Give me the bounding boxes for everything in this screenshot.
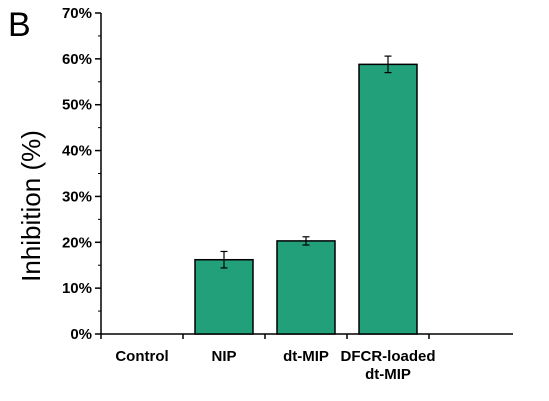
y-tick-label: 10%	[62, 280, 92, 297]
y-tick-label: 40%	[62, 143, 92, 160]
x-tick-label: dt-MIP	[283, 348, 329, 365]
bar	[358, 63, 418, 335]
panel-label: B	[8, 6, 31, 44]
bar	[276, 240, 336, 335]
y-tick-label: 60%	[62, 51, 92, 68]
y-tick-label: 20%	[62, 234, 92, 251]
y-tick-label: 0%	[70, 326, 92, 343]
y-axis-label: Inhibition (%)	[16, 130, 46, 282]
y-tick-label: 50%	[62, 97, 92, 114]
y-tick-label: 70%	[62, 5, 92, 22]
x-tick-label: Control	[115, 348, 168, 365]
bar	[194, 258, 254, 335]
x-tick-label: DFCR-loaded dt-MIP	[341, 348, 436, 383]
x-tick-label: NIP	[211, 348, 236, 365]
plot-area: 0% 10% 20% 30% 40% 50% 60% 70% Control NIP dt-MIP D…	[62, 5, 513, 383]
y-tick-label: 30%	[62, 188, 92, 205]
